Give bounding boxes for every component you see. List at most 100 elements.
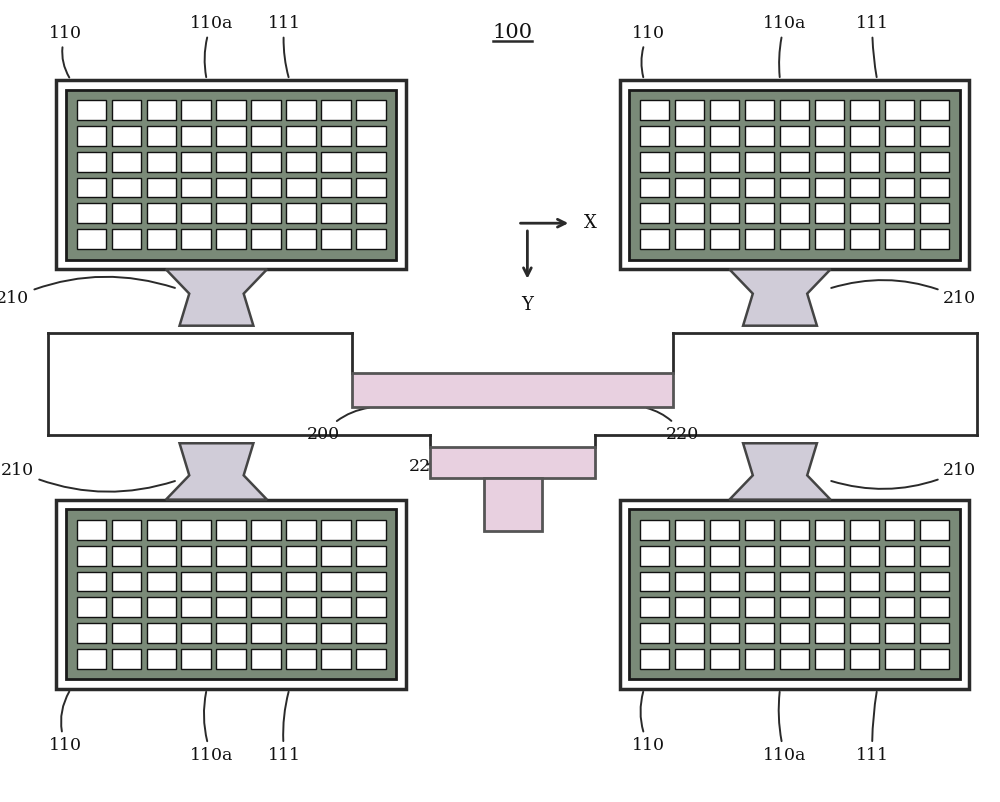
- Bar: [815, 100, 844, 120]
- Bar: [710, 520, 739, 540]
- Bar: [920, 649, 949, 669]
- Bar: [112, 597, 141, 618]
- Bar: [181, 649, 211, 669]
- Bar: [920, 229, 949, 249]
- Bar: [112, 546, 141, 565]
- Bar: [885, 177, 914, 197]
- Text: 110: 110: [49, 691, 82, 754]
- Bar: [850, 623, 879, 643]
- Bar: [356, 203, 386, 223]
- Bar: [286, 623, 316, 643]
- Bar: [850, 126, 879, 146]
- Bar: [181, 203, 211, 223]
- Bar: [629, 90, 960, 260]
- Bar: [356, 597, 386, 618]
- Bar: [181, 572, 211, 591]
- Bar: [321, 649, 351, 669]
- Bar: [675, 520, 704, 540]
- Bar: [251, 649, 281, 669]
- Text: 110a: 110a: [190, 692, 233, 764]
- Bar: [181, 520, 211, 540]
- Bar: [430, 447, 595, 478]
- Bar: [675, 572, 704, 591]
- Bar: [321, 100, 351, 120]
- Bar: [286, 100, 316, 120]
- Bar: [640, 572, 669, 591]
- Bar: [745, 572, 774, 591]
- Bar: [629, 509, 960, 679]
- Bar: [112, 623, 141, 643]
- Bar: [216, 177, 246, 197]
- Text: 111: 111: [268, 692, 301, 764]
- Bar: [745, 100, 774, 120]
- Text: X: X: [584, 214, 597, 233]
- Bar: [216, 229, 246, 249]
- Bar: [356, 126, 386, 146]
- Bar: [640, 546, 669, 565]
- Bar: [640, 152, 669, 172]
- Bar: [286, 546, 316, 565]
- Bar: [885, 203, 914, 223]
- Bar: [77, 126, 106, 146]
- Bar: [745, 649, 774, 669]
- Bar: [675, 126, 704, 146]
- Bar: [850, 100, 879, 120]
- Bar: [147, 520, 176, 540]
- Bar: [321, 572, 351, 591]
- Bar: [147, 203, 176, 223]
- Bar: [216, 152, 246, 172]
- Bar: [815, 623, 844, 643]
- Bar: [710, 100, 739, 120]
- Bar: [815, 572, 844, 591]
- Bar: [147, 229, 176, 249]
- Text: 210: 210: [0, 277, 175, 307]
- Bar: [815, 649, 844, 669]
- Bar: [147, 649, 176, 669]
- Bar: [710, 152, 739, 172]
- Bar: [675, 649, 704, 669]
- Bar: [286, 520, 316, 540]
- Bar: [321, 229, 351, 249]
- Bar: [356, 229, 386, 249]
- Bar: [920, 177, 949, 197]
- Bar: [780, 520, 809, 540]
- Bar: [216, 126, 246, 146]
- Bar: [640, 126, 669, 146]
- Bar: [920, 572, 949, 591]
- Bar: [147, 572, 176, 591]
- Bar: [216, 623, 246, 643]
- Text: 224: 224: [409, 458, 442, 475]
- Bar: [920, 126, 949, 146]
- Bar: [77, 177, 106, 197]
- Bar: [77, 229, 106, 249]
- Bar: [56, 500, 406, 689]
- Bar: [251, 126, 281, 146]
- Bar: [66, 509, 396, 679]
- Bar: [710, 623, 739, 643]
- Bar: [815, 520, 844, 540]
- Bar: [780, 152, 809, 172]
- Bar: [640, 100, 669, 120]
- Bar: [640, 229, 669, 249]
- Bar: [356, 520, 386, 540]
- Bar: [216, 100, 246, 120]
- Text: 111: 111: [856, 692, 889, 764]
- Bar: [640, 597, 669, 618]
- Polygon shape: [729, 444, 831, 500]
- Bar: [745, 229, 774, 249]
- Bar: [321, 623, 351, 643]
- Text: 100: 100: [493, 23, 533, 43]
- Bar: [251, 203, 281, 223]
- Bar: [885, 100, 914, 120]
- Text: 200: 200: [307, 407, 369, 443]
- Bar: [920, 152, 949, 172]
- Bar: [745, 597, 774, 618]
- Bar: [780, 572, 809, 591]
- Bar: [675, 100, 704, 120]
- Bar: [77, 100, 106, 120]
- Bar: [815, 152, 844, 172]
- Bar: [286, 152, 316, 172]
- Bar: [112, 649, 141, 669]
- Bar: [885, 229, 914, 249]
- Text: 111: 111: [856, 15, 889, 77]
